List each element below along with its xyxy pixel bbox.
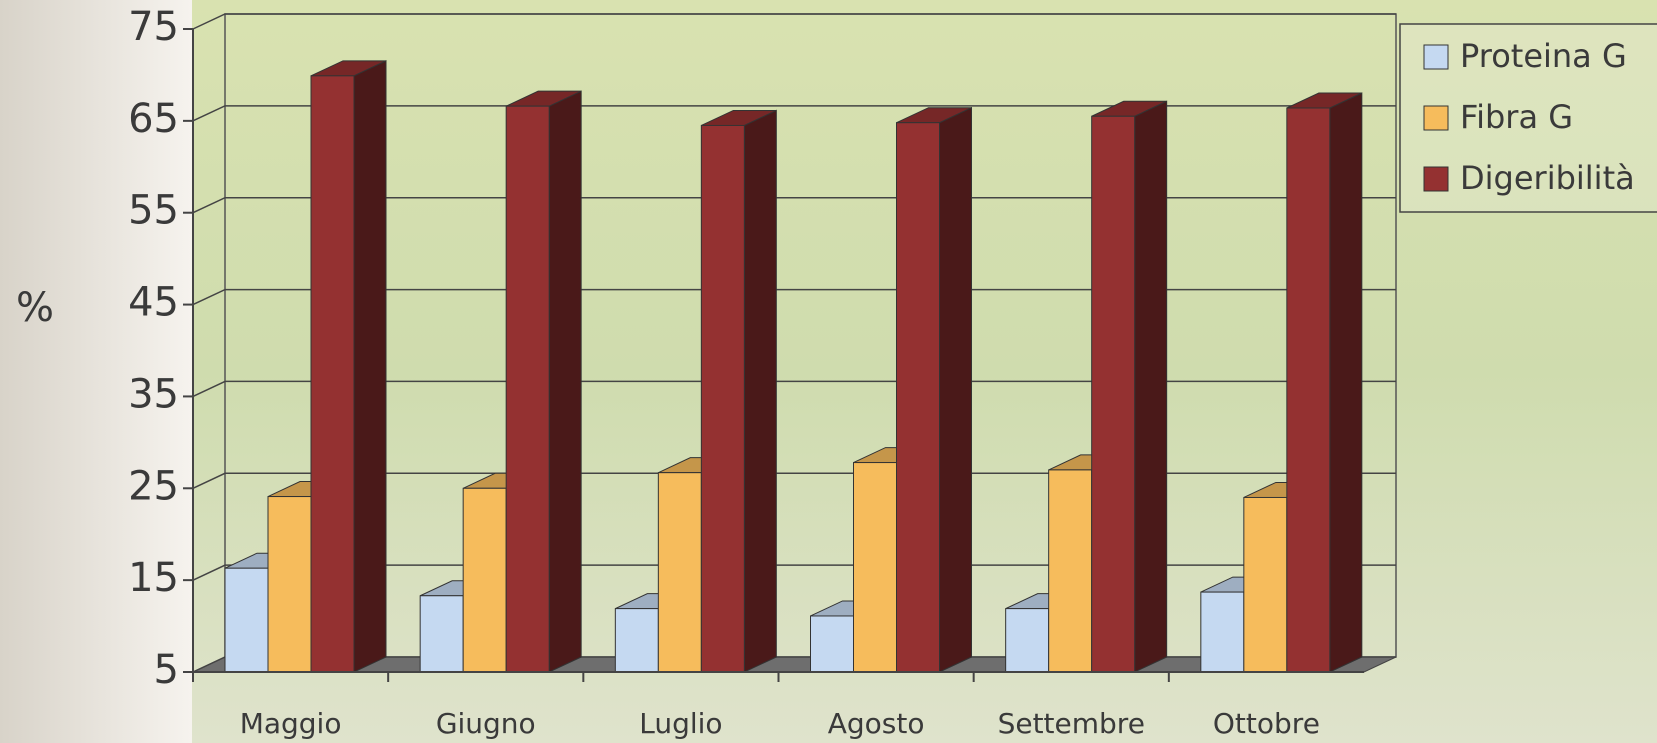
bar <box>310 75 355 673</box>
grid-line <box>192 288 1396 306</box>
bar <box>1243 496 1288 673</box>
bar <box>267 496 312 673</box>
legend-swatch <box>1423 44 1449 70</box>
bar <box>657 472 702 673</box>
grid-line <box>192 196 1396 214</box>
bar <box>614 608 659 673</box>
y-tick-label: 5 <box>154 647 179 693</box>
legend-label: Fibra G <box>1460 98 1573 136</box>
y-tick-label: 75 <box>128 4 179 50</box>
bar <box>896 122 940 673</box>
bar <box>1286 107 1331 673</box>
side-strip <box>0 0 192 743</box>
y-tick-label: 25 <box>128 463 179 509</box>
x-tick-label: Agosto <box>828 707 925 740</box>
legend-swatch <box>1423 105 1449 131</box>
bar-side <box>1134 100 1168 673</box>
bar <box>810 615 854 673</box>
y-tick-label: 35 <box>128 371 179 417</box>
x-tick-label: Settembre <box>998 707 1145 740</box>
bar <box>462 487 507 673</box>
grid-line <box>192 472 1396 489</box>
grid-line <box>192 380 1396 398</box>
bar-side <box>1329 92 1363 673</box>
x-tick-label: Ottobre <box>1213 707 1320 740</box>
grid-line <box>192 105 1396 122</box>
bar-side <box>939 106 972 673</box>
grid-line <box>192 564 1396 581</box>
bar-side <box>353 60 387 673</box>
bar <box>853 462 897 673</box>
y-axis-label: % <box>16 285 54 331</box>
legend-label: Digeribilità <box>1460 159 1635 197</box>
bar <box>419 595 464 673</box>
legend-swatch <box>1423 166 1449 192</box>
bar-side <box>743 109 777 673</box>
x-tick-label: Maggio <box>240 707 342 740</box>
bar <box>700 124 745 673</box>
bar <box>1005 608 1050 673</box>
x-tick-label: Luglio <box>639 707 722 740</box>
bar-side <box>548 90 582 673</box>
grid-line <box>192 13 1396 30</box>
y-tick-label: 55 <box>128 188 179 234</box>
x-tick-label: Giugno <box>436 707 536 740</box>
bar <box>1048 469 1093 673</box>
bar <box>224 567 269 673</box>
y-tick-label: 65 <box>128 96 179 142</box>
y-tick-label: 45 <box>128 280 179 326</box>
y-tick-label: 15 <box>128 555 179 601</box>
bar <box>1091 115 1136 673</box>
legend-label: Proteina G <box>1460 37 1627 75</box>
bar <box>505 105 550 673</box>
bar <box>1200 591 1245 673</box>
